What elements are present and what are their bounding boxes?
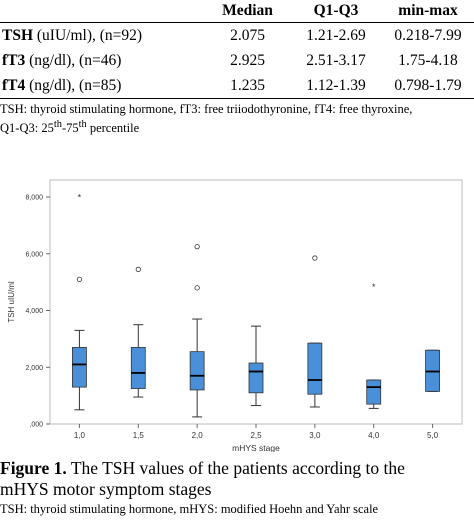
x-tick-label: 3,0 [309, 431, 321, 440]
header-median: Median [222, 2, 273, 19]
outlier-point [76, 276, 83, 282]
table-footnote-line-2: Q1-Q3: 25th-75th percentile [0, 117, 474, 136]
box-group [307, 255, 323, 408]
figure-caption: Figure 1. The TSH values of the patients… [0, 458, 474, 500]
box-group [189, 244, 205, 418]
header-blank [0, 0, 205, 23]
table-row-tsh: TSH (uIU/ml), (n=92) 2.075 1.21-2.69 0.2… [0, 23, 474, 49]
row-label-rest: (uIU/ml), (n=92) [33, 26, 143, 44]
box-group [425, 349, 440, 392]
outlier-point [135, 266, 141, 272]
x-tick-label: 2,5 [250, 431, 262, 440]
figure-label: Figure 1. [0, 458, 67, 478]
row-label-rest: (ng/dl), (n=46) [25, 51, 122, 69]
table-row-ft4: fT4 (ng/dl), (n=85) 1.235 1.12-1.39 0.79… [0, 73, 474, 99]
y-tick-label: 6,000 [25, 251, 43, 258]
chart-background [0, 172, 474, 452]
row-label: fT3 (ng/dl), (n=46) [0, 48, 205, 73]
iqr-box [189, 351, 205, 391]
figure-caption-line-2: mHYS motor symptom stages [0, 479, 212, 499]
median-cell: 1.235 [230, 76, 265, 94]
q1q3-cell: 1.12-1.39 [306, 76, 366, 94]
figure-footnote: TSH: thyroid stimulating hormone, mHYS: … [0, 502, 474, 517]
figure-caption-line-1: Figure 1. The TSH values of the patients… [0, 458, 474, 479]
outlier-point [312, 255, 318, 261]
figure-caption-text: The TSH values of the patients according… [66, 458, 405, 478]
row-label-bold: fT4 [2, 76, 26, 94]
header-min-max: min-max [398, 2, 458, 19]
iqr-box [130, 346, 146, 389]
box-group [248, 325, 264, 407]
box-group [130, 266, 146, 398]
x-tick-label: 4,0 [368, 431, 380, 440]
footnote-percentile-text: percentile [86, 121, 140, 136]
y-tick-label: ,000 [29, 422, 43, 429]
row-label: fT4 (ng/dl), (n=85) [0, 73, 205, 99]
extreme-point: * [372, 282, 376, 292]
table-footnote: TSH: thyroid stimulating hormone, fT3: f… [0, 102, 474, 136]
thyroid-stats-table: Median Q1-Q3 min-max TSH (uIU/ml), (n=92… [0, 0, 474, 99]
footnote-q-text: Q1-Q3: 25 [0, 121, 54, 136]
row-label-bold: fT3 [2, 51, 26, 69]
row-label-bold: TSH [2, 26, 34, 44]
outlier-point [194, 244, 200, 250]
tsh-boxplot-chart: ,000 2,000 4,000 6,000 8,000 1,0 1,5 2,0 2,5 3,0 4… [0, 172, 474, 452]
min-max-cell: 0.218-7.99 [394, 26, 462, 44]
iqr-box [72, 346, 87, 388]
x-axis-label: mHYS stage [232, 443, 280, 452]
q1q3-cell: 1.21-2.69 [306, 26, 366, 44]
box-group: * [72, 193, 87, 411]
table-row-ft3: fT3 (ng/dl), (n=46) 2.925 2.51-3.17 1.75… [0, 48, 474, 73]
iqr-box [248, 362, 264, 394]
footnote-mid-text: -75 [61, 121, 79, 136]
y-tick-label: 2,000 [25, 365, 43, 372]
row-label: TSH (uIU/ml), (n=92) [0, 23, 205, 49]
x-tick-label: 1,0 [74, 431, 86, 440]
footnote-sup-th: th [78, 119, 87, 130]
min-max-cell: 0.798-1.79 [394, 76, 462, 94]
outlier-point [194, 285, 200, 291]
y-axis-label: TSH uIU/ml [7, 281, 16, 323]
x-tick-label: 5,0 [427, 431, 439, 440]
table-footnote-line-1: TSH: thyroid stimulating hormone, fT3: f… [0, 102, 413, 116]
iqr-box [366, 379, 382, 405]
x-tick-label: 1,5 [133, 431, 145, 440]
median-cell: 2.075 [230, 26, 265, 44]
box-group: * [366, 282, 382, 409]
row-label-rest: (ng/dl), (n=85) [25, 76, 122, 94]
y-tick-label: 4,000 [25, 308, 43, 315]
x-tick-label: 2,0 [192, 431, 204, 440]
iqr-box [307, 342, 323, 395]
q1q3-cell: 2.51-3.17 [306, 51, 366, 69]
footnote-sup-th: th [53, 119, 62, 130]
median-cell: 2.925 [230, 51, 265, 69]
table-header-row: Median Q1-Q3 min-max [0, 0, 474, 23]
header-q1q3: Q1-Q3 [313, 2, 359, 19]
y-tick-label: 8,000 [25, 195, 43, 202]
figure-footnote-line: TSH: thyroid stimulating hormone, mHYS: … [0, 502, 379, 516]
min-max-cell: 1.75-4.18 [398, 51, 458, 69]
extreme-point: * [78, 193, 82, 203]
